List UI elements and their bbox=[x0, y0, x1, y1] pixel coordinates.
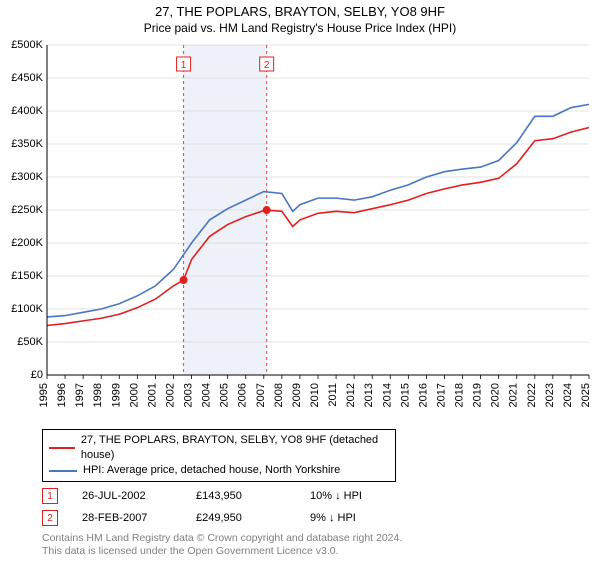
chart-title: 27, THE POPLARS, BRAYTON, SELBY, YO8 9HF bbox=[0, 4, 600, 19]
svg-text:1997: 1997 bbox=[74, 383, 86, 407]
svg-text:2009: 2009 bbox=[291, 383, 303, 407]
svg-text:2000: 2000 bbox=[128, 383, 140, 407]
svg-text:2025: 2025 bbox=[580, 383, 592, 407]
svg-text:2022: 2022 bbox=[526, 383, 538, 407]
svg-text:2004: 2004 bbox=[201, 383, 213, 407]
svg-text:£400K: £400K bbox=[11, 105, 43, 117]
legend-swatch bbox=[49, 470, 77, 472]
svg-text:2007: 2007 bbox=[255, 383, 267, 407]
svg-text:2008: 2008 bbox=[273, 383, 285, 407]
svg-text:£450K: £450K bbox=[11, 72, 43, 84]
sales-row: 1 26-JUL-2002 £143,950 10% ↓ HPI bbox=[42, 488, 600, 504]
sale-delta: 10% ↓ HPI bbox=[310, 490, 400, 502]
svg-text:2: 2 bbox=[264, 60, 270, 71]
legend-label: 27, THE POPLARS, BRAYTON, SELBY, YO8 9HF… bbox=[81, 433, 389, 463]
svg-text:1: 1 bbox=[181, 60, 187, 71]
svg-text:2013: 2013 bbox=[363, 383, 375, 407]
sale-delta: 9% ↓ HPI bbox=[310, 512, 400, 524]
sale-marker-box: 1 bbox=[42, 488, 58, 504]
svg-text:2018: 2018 bbox=[454, 383, 466, 407]
svg-text:2011: 2011 bbox=[327, 383, 339, 407]
legend-item: 27, THE POPLARS, BRAYTON, SELBY, YO8 9HF… bbox=[49, 433, 389, 463]
svg-text:2010: 2010 bbox=[309, 383, 321, 407]
svg-text:2001: 2001 bbox=[146, 383, 158, 407]
svg-text:£350K: £350K bbox=[11, 138, 43, 150]
svg-text:£50K: £50K bbox=[17, 336, 43, 348]
sales-row: 2 28-FEB-2007 £249,950 9% ↓ HPI bbox=[42, 510, 600, 526]
svg-text:2023: 2023 bbox=[544, 383, 556, 407]
svg-text:2005: 2005 bbox=[219, 383, 231, 407]
legend-label: HPI: Average price, detached house, Nort… bbox=[83, 463, 340, 478]
chart-subtitle: Price paid vs. HM Land Registry's House … bbox=[0, 21, 600, 35]
svg-text:2024: 2024 bbox=[562, 383, 574, 407]
license-text: Contains HM Land Registry data © Crown c… bbox=[42, 532, 600, 558]
license-line1: Contains HM Land Registry data © Crown c… bbox=[42, 532, 600, 545]
svg-text:£150K: £150K bbox=[11, 270, 43, 282]
svg-text:£200K: £200K bbox=[11, 237, 43, 249]
legend-swatch bbox=[49, 447, 75, 449]
chart-area: £0 £50K £100K £150K £200K £250K £300K £350K £400… bbox=[5, 39, 595, 425]
license-line2: This data is licensed under the Open Gov… bbox=[42, 545, 600, 558]
svg-text:2016: 2016 bbox=[417, 383, 429, 407]
svg-text:1996: 1996 bbox=[56, 383, 68, 407]
svg-text:2021: 2021 bbox=[508, 383, 520, 407]
svg-text:2017: 2017 bbox=[435, 383, 447, 407]
sales-table: 1 26-JUL-2002 £143,950 10% ↓ HPI 2 28-FEB-200… bbox=[42, 488, 600, 526]
svg-text:1999: 1999 bbox=[110, 383, 122, 407]
svg-text:2003: 2003 bbox=[183, 383, 195, 407]
svg-text:2015: 2015 bbox=[399, 383, 411, 407]
legend: 27, THE POPLARS, BRAYTON, SELBY, YO8 9HF… bbox=[42, 429, 396, 482]
svg-text:2006: 2006 bbox=[237, 383, 249, 407]
svg-text:2014: 2014 bbox=[381, 383, 393, 407]
sale-price: £143,950 bbox=[196, 490, 286, 502]
svg-text:1995: 1995 bbox=[38, 383, 50, 407]
sale-date: 28-FEB-2007 bbox=[82, 512, 172, 524]
svg-text:2012: 2012 bbox=[345, 383, 357, 407]
svg-text:2019: 2019 bbox=[472, 383, 484, 407]
legend-item: HPI: Average price, detached house, Nort… bbox=[49, 463, 389, 478]
svg-text:£0: £0 bbox=[31, 369, 43, 381]
svg-text:2020: 2020 bbox=[490, 383, 502, 407]
sale-price: £249,950 bbox=[196, 512, 286, 524]
svg-text:£100K: £100K bbox=[11, 303, 43, 315]
svg-text:£500K: £500K bbox=[11, 39, 43, 51]
svg-text:2002: 2002 bbox=[164, 383, 176, 407]
svg-text:£250K: £250K bbox=[11, 204, 43, 216]
svg-text:1998: 1998 bbox=[92, 383, 104, 407]
sale-marker-box: 2 bbox=[42, 510, 58, 526]
svg-text:£300K: £300K bbox=[11, 171, 43, 183]
sale-date: 26-JUL-2002 bbox=[82, 490, 172, 502]
